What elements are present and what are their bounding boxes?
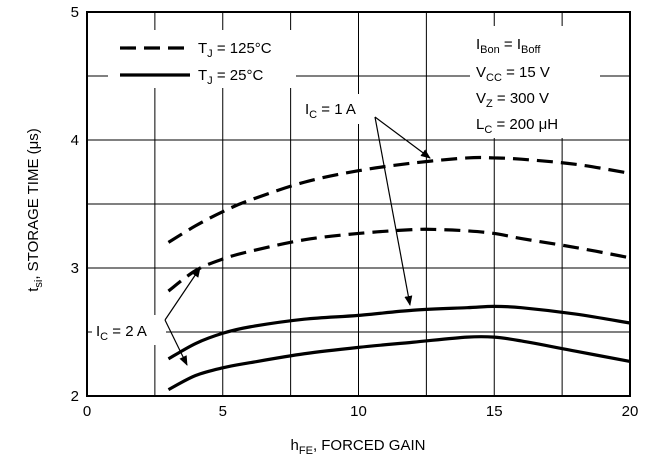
arrow-ic1-upper [374, 116, 431, 159]
legend-label-25c: TJ = 25°C [198, 67, 263, 87]
curve-125c-ic-2a [167, 227, 631, 293]
condition-vcc: VCC = 15 V [476, 64, 550, 84]
y-tick-label: 5 [71, 4, 79, 21]
x-tick-label: 20 [622, 403, 639, 420]
grid-lines [86, 11, 631, 397]
curves [167, 155, 631, 392]
curve-25c-ic-1a [167, 304, 631, 361]
curve-125c-ic-1a [167, 155, 631, 244]
legend-background [108, 30, 296, 88]
y-axis-label: tsi, STORAGE TIME (μs) [25, 128, 45, 292]
arrow-ic2-lower [164, 319, 188, 366]
arrow-ic1-lower [374, 116, 413, 306]
legend: TJ = 125°C TJ = 25°C [108, 30, 296, 88]
plot-frame [86, 11, 631, 397]
annotation-ic2-background [92, 315, 166, 345]
condition-lc: LC = 200 μH [476, 116, 558, 136]
annotation-ic-2a: IC = 2 A [96, 323, 147, 343]
annotation-ic-1a: IC = 1 A [305, 101, 356, 121]
annotation-ic1-background [300, 94, 376, 124]
y-tick-label: 3 [71, 260, 79, 277]
arrow-ic2-upper [164, 267, 201, 321]
x-tick-label: 0 [83, 403, 91, 420]
annotations: IC = 1 A IC = 2 A [92, 94, 431, 366]
y-tick-label: 2 [71, 388, 79, 405]
legend-label-125c: TJ = 125°C [198, 40, 272, 60]
curve-25c-ic-2a [167, 334, 631, 392]
condition-vz: VZ = 300 V [476, 90, 549, 110]
x-tick-label: 15 [486, 403, 503, 420]
x-tick-label: 5 [219, 403, 227, 420]
x-tick-label: 10 [350, 403, 367, 420]
x-axis-label: hFE, FORCED GAIN [291, 437, 426, 457]
test-conditions: IBon = IBoff VCC = 15 V VZ = 300 V LC = … [470, 26, 600, 138]
tick-labels: 0 5 10 15 20 2 3 4 5 [71, 4, 639, 420]
condition-ibon: IBon = IBoff [476, 36, 541, 56]
conditions-background [470, 26, 600, 138]
y-tick-label: 4 [71, 132, 79, 149]
